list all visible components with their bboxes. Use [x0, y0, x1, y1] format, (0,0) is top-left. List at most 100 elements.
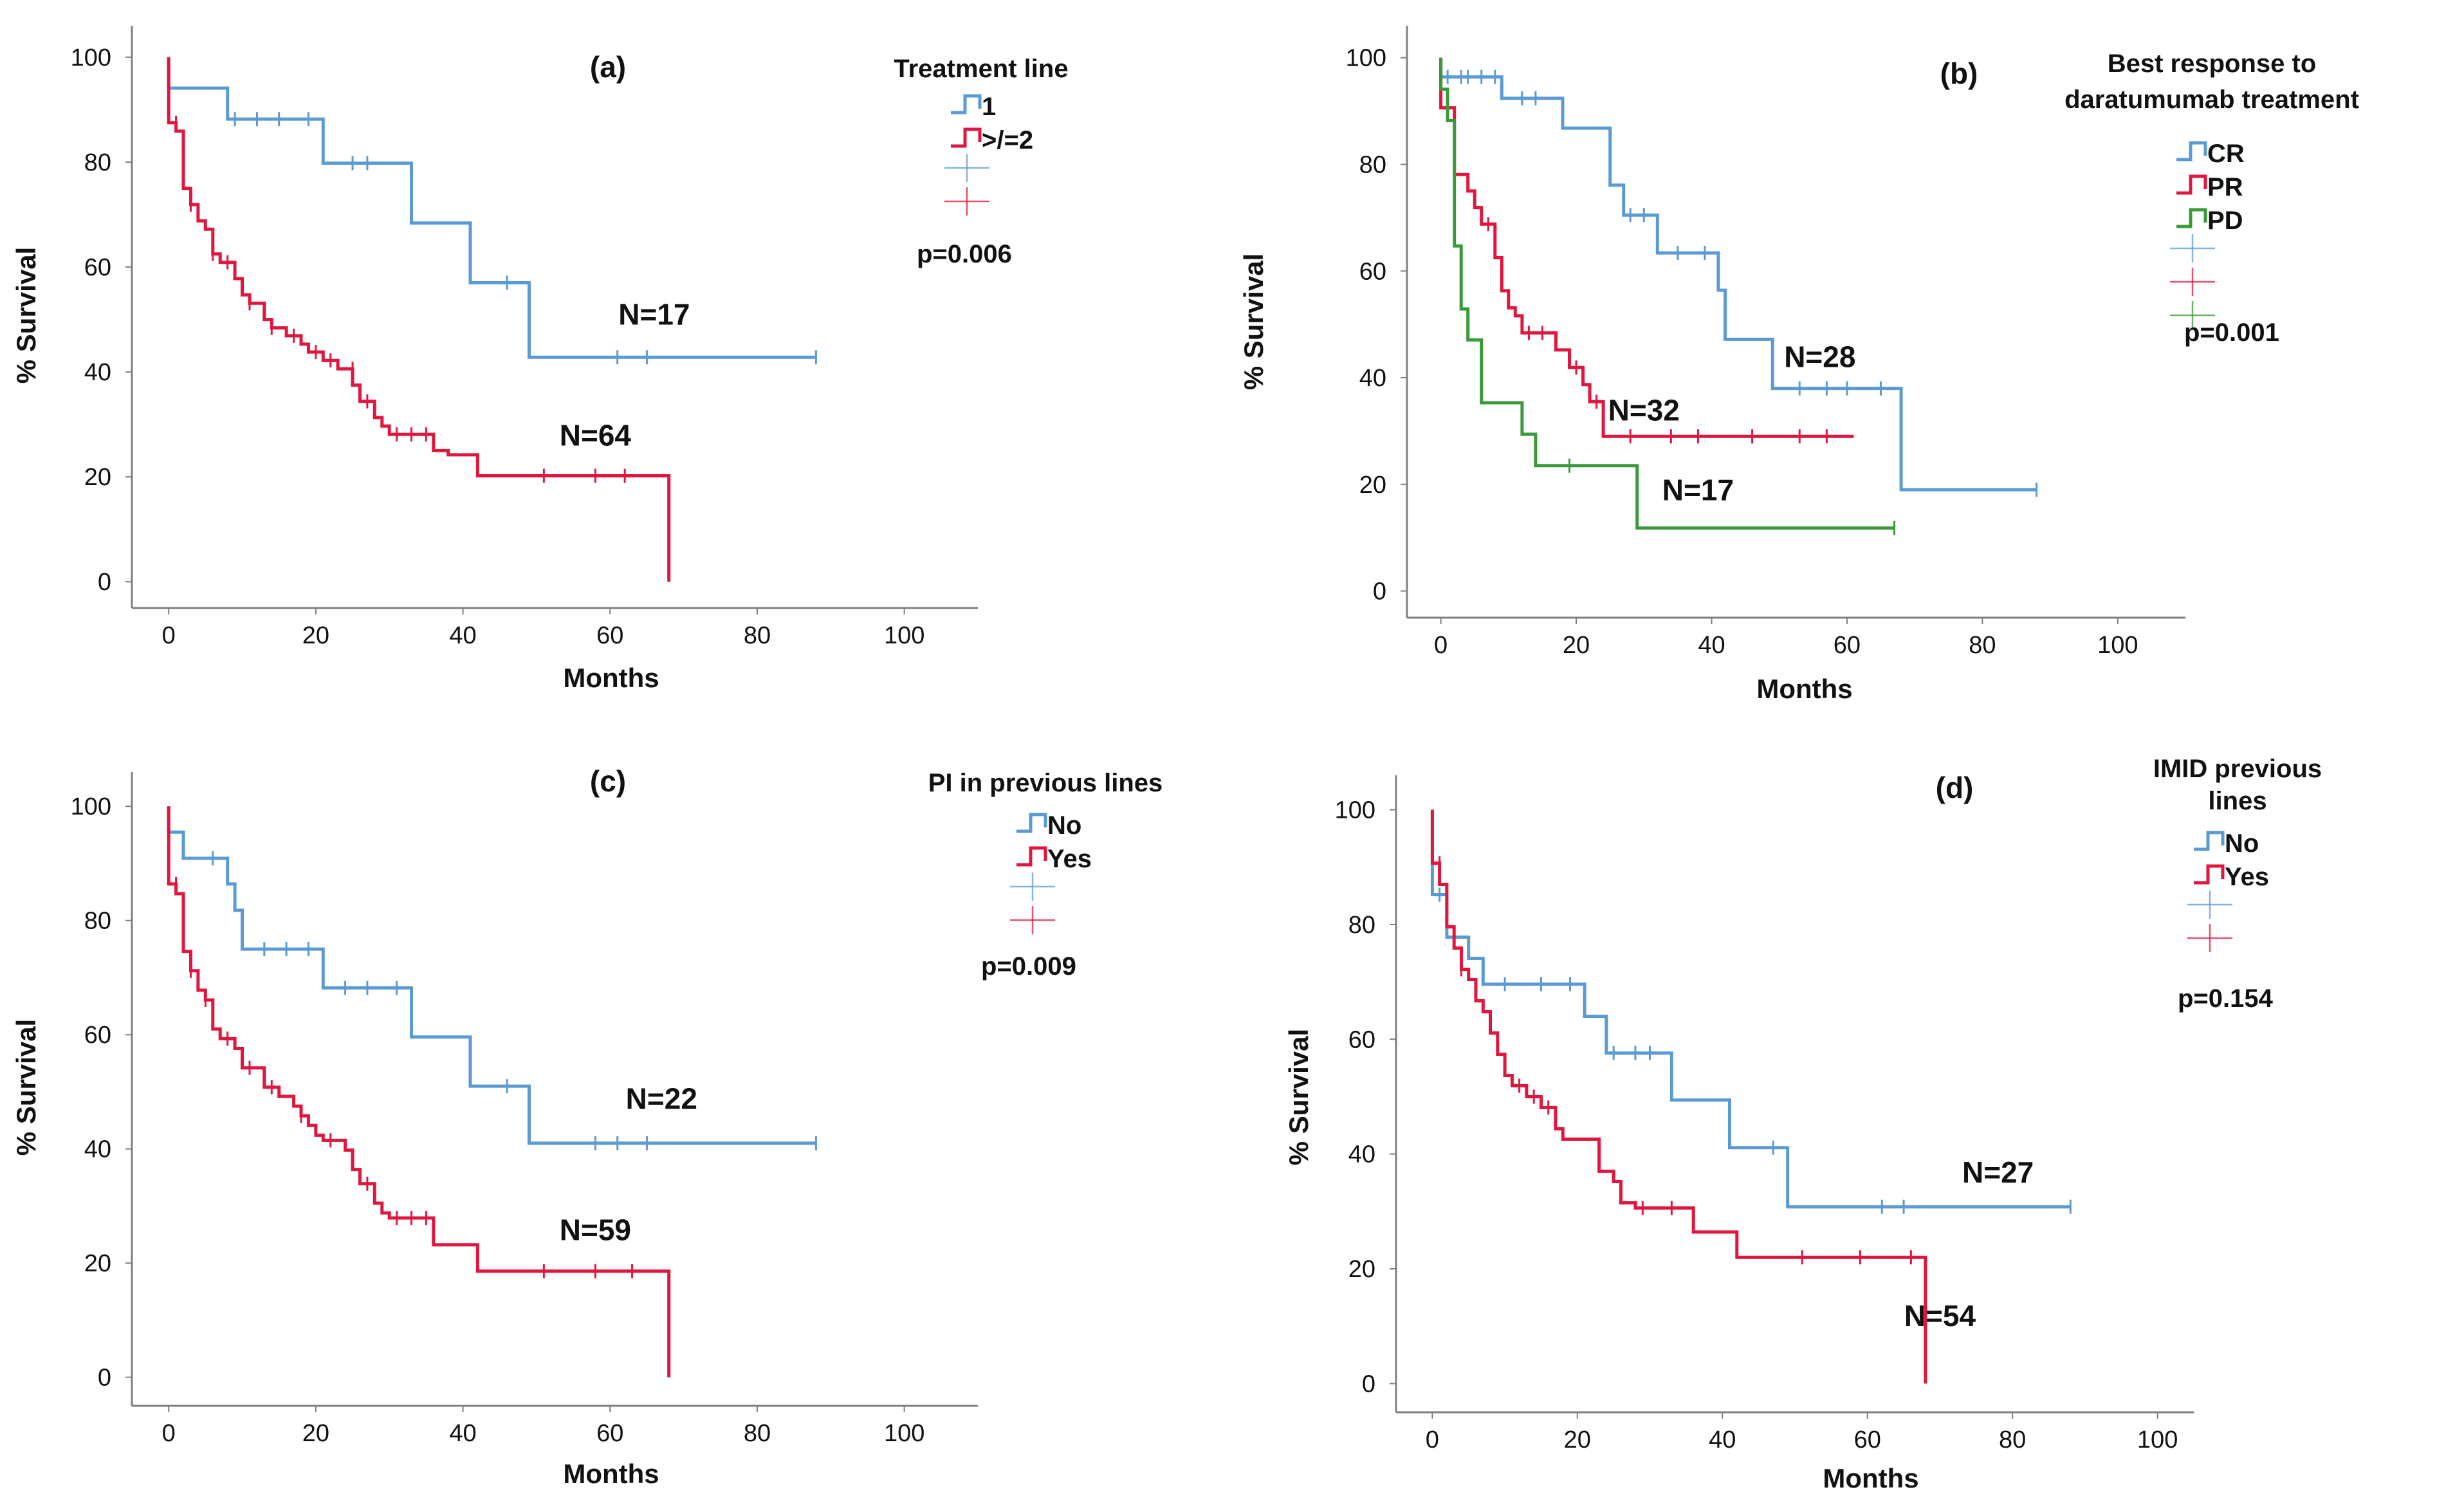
- km-panel-a: 0 20 40 60 80 100 0 20 40 60 80 100 Months % Survival…: [0, 0, 1232, 721]
- legend-entry-label: No: [1047, 811, 1081, 840]
- survival-curve-Yes: [167, 806, 671, 1378]
- y-tick-label: 20: [1359, 472, 1386, 499]
- legend-entry-label: PD: [2207, 207, 2243, 235]
- y-tick-label: 0: [98, 569, 111, 596]
- x-tick-label: 100: [2097, 632, 2138, 659]
- x-tick-label: 20: [302, 622, 329, 649]
- y-tick-label: 40: [1348, 1141, 1375, 1168]
- legend-step-glyph: [2176, 174, 2207, 195]
- legend-step-glyph: [951, 94, 982, 115]
- x-tick-label: 0: [162, 1420, 176, 1447]
- km-chart-c: 0 20 40 60 80 100 0 20 40 60 80 100 Months % Survival…: [11, 764, 1163, 1489]
- y-tick-label: 60: [84, 254, 111, 281]
- y-tick-label: 40: [1359, 365, 1386, 392]
- panel-label: (d): [1936, 771, 1974, 804]
- y-axis-label: % Survival: [11, 247, 41, 383]
- legend-title: Treatment line: [894, 55, 1068, 83]
- x-tick-label: 20: [302, 1420, 329, 1447]
- y-tick-label: 80: [84, 908, 111, 935]
- x-axis-label: Months: [1823, 1463, 1918, 1493]
- km-chart-d: 0 20 40 60 80 100 0 20 40 60 80 100 Months % Survival…: [1283, 755, 2322, 1493]
- y-tick-label: 40: [84, 1136, 111, 1163]
- y-tick-label: 40: [84, 359, 111, 386]
- legend-title: IMID previous: [2153, 755, 2322, 783]
- survival-curve-No: [1430, 809, 2071, 1209]
- y-tick-label: 80: [84, 149, 111, 176]
- panel-label: (c): [590, 764, 626, 798]
- x-tick-label: 60: [596, 622, 623, 649]
- y-tick-label: 100: [1346, 45, 1386, 72]
- legend-step-glyph: [2176, 141, 2207, 161]
- p-value: p=0.001: [2184, 318, 2279, 347]
- y-tick-label: 80: [1348, 912, 1375, 939]
- km-panel-b: 0 20 40 60 80 100 0 20 40 60 80 100 Months % Survival…: [1232, 0, 2464, 721]
- survival-curve-CR: [1439, 57, 2037, 492]
- x-tick-label: 20: [1564, 1426, 1591, 1453]
- legend-title: PI in previous lines: [928, 769, 1163, 797]
- legend-entry-label: Yes: [2225, 863, 2269, 891]
- x-tick-label: 100: [884, 1420, 924, 1447]
- y-tick-label: 0: [1373, 578, 1386, 605]
- y-axis-label: % Survival: [11, 1019, 41, 1156]
- km-panel-d: 0 20 40 60 80 100 0 20 40 60 80 100 Months % Survival…: [1232, 721, 2464, 1512]
- y-tick-label: 60: [84, 1022, 111, 1049]
- survival-curve-PR: [1439, 57, 1854, 438]
- legend-title: daratumumab treatment: [2064, 86, 2359, 114]
- km-chart-a: 0 20 40 60 80 100 0 20 40 60 80 100 Months % Survival…: [11, 26, 1069, 693]
- x-tick-label: 80: [744, 1420, 771, 1447]
- legend-entry-label: 1: [982, 93, 996, 121]
- survival-curve-No: [167, 806, 816, 1145]
- legend-entry-label: >/=2: [982, 126, 1033, 154]
- km-panel-c: 0 20 40 60 80 100 0 20 40 60 80 100 Months % Survival…: [0, 721, 1232, 1512]
- x-tick-label: 20: [1563, 632, 1590, 659]
- km-chart-b: 0 20 40 60 80 100 0 20 40 60 80 100 Months % Survival…: [1238, 26, 2359, 704]
- y-tick-label: 100: [71, 793, 111, 820]
- y-tick-label: 20: [84, 464, 111, 491]
- legend-title: lines: [2208, 787, 2266, 815]
- n-label: N=28: [1784, 340, 1855, 373]
- n-label: N=17: [618, 298, 690, 331]
- panel-label: (b): [1940, 57, 1978, 90]
- survival-curve-1: [167, 57, 816, 359]
- survival-curve-Yes: [1430, 809, 1927, 1384]
- legend-step-glyph: [2194, 831, 2225, 851]
- x-tick-label: 80: [1969, 632, 1996, 659]
- p-value: p=0.006: [917, 240, 1012, 268]
- x-tick-label: 40: [449, 1420, 476, 1447]
- legend-step-glyph: [1016, 846, 1047, 867]
- legend-step-glyph: [2194, 864, 2225, 885]
- x-axis-label: Months: [1756, 674, 1852, 704]
- n-label: N=27: [1962, 1156, 2034, 1189]
- y-tick-label: 60: [1359, 258, 1386, 285]
- n-label: N=59: [560, 1213, 631, 1247]
- y-axis-label: % Survival: [1238, 254, 1269, 390]
- x-tick-label: 100: [2137, 1426, 2178, 1453]
- legend-entry-label: PR: [2207, 173, 2243, 201]
- y-tick-label: 100: [1335, 797, 1375, 824]
- x-tick-label: 40: [449, 622, 476, 649]
- survival-curve-2: [167, 57, 671, 582]
- x-tick-label: 60: [596, 1420, 623, 1447]
- n-label: N=22: [626, 1082, 697, 1116]
- panel-label: (a): [590, 50, 626, 84]
- n-label: N=32: [1608, 393, 1680, 427]
- survival-curve-PD: [1439, 57, 1895, 530]
- legend-entry-label: No: [2225, 829, 2259, 858]
- y-tick-label: 60: [1348, 1026, 1375, 1053]
- legend-step-glyph: [1016, 813, 1047, 833]
- p-value: p=0.009: [981, 952, 1076, 981]
- n-label: N=54: [1904, 1299, 1976, 1332]
- x-tick-label: 40: [1709, 1426, 1736, 1453]
- x-axis-label: Months: [563, 1459, 659, 1489]
- x-tick-label: 80: [744, 622, 771, 649]
- y-tick-label: 0: [98, 1365, 111, 1392]
- legend-step-glyph: [951, 127, 982, 148]
- y-tick-label: 100: [71, 44, 111, 71]
- x-tick-label: 0: [1426, 1426, 1439, 1453]
- legend-entry-label: Yes: [1047, 845, 1092, 873]
- x-tick-label: 60: [1854, 1426, 1881, 1453]
- n-label: N=64: [560, 418, 632, 452]
- x-tick-label: 0: [162, 622, 176, 649]
- n-label: N=17: [1662, 474, 1734, 507]
- x-tick-label: 100: [884, 622, 924, 649]
